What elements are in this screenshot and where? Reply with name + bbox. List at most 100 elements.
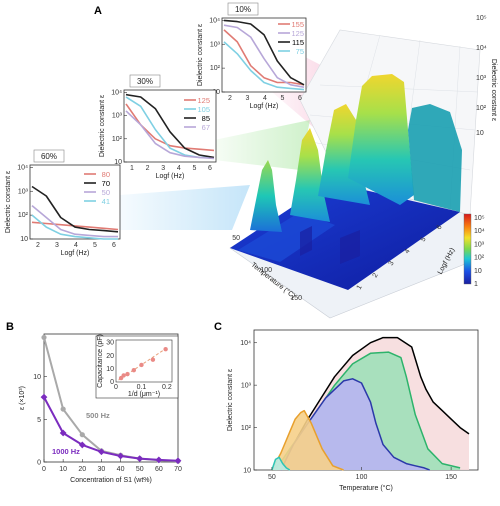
inset-y-label: Dielectric constant ε: [5, 171, 12, 233]
panel-b-point: [174, 457, 182, 465]
panel-c-series-line: [280, 378, 430, 471]
inset-legend-label: 85: [202, 114, 210, 123]
inset-legend-label: 105: [197, 105, 210, 114]
inset-legend-label: 75: [296, 47, 304, 56]
inset-legend-label: 125: [197, 96, 210, 105]
panel-b-y-tick: 5: [37, 417, 41, 424]
inset-x-tick: 4: [177, 165, 181, 172]
inset-x-tick: 3: [55, 242, 59, 249]
inset-legend-label: 155: [291, 20, 304, 29]
panel-b-inset-point: [163, 346, 168, 352]
surface-y-tick: 4: [404, 248, 412, 255]
panel-b-point: [41, 334, 47, 341]
colorbar-ticks: 10⁵ 10⁴ 10³ 10² 10 1: [474, 215, 485, 288]
colorbar-tick: 1: [474, 281, 478, 288]
inset-x-label: Logf (Hz): [61, 250, 90, 257]
inset-pct-label: 60%: [41, 152, 57, 161]
panel-b-point: [155, 456, 163, 464]
inset-x-tick: 2: [146, 165, 150, 172]
surface-z-label: Dielectric constant ε: [490, 59, 497, 121]
inset-legend-label: 41: [102, 197, 110, 206]
surface-y-tick: 2: [372, 272, 380, 279]
inset-x-tick: 3: [246, 95, 250, 102]
panel-b-inset-x-label: 1/d (μm⁻¹): [128, 391, 160, 398]
panel-b-series-label: 1000 Hz: [52, 447, 80, 456]
panel-b-inset-y-tick: 20: [106, 353, 114, 360]
inset-y-tick: 10: [114, 159, 122, 166]
panel-c-y-label: Dielectric constant ε: [227, 369, 234, 431]
panel-b-inset-y-tick: 10: [106, 366, 114, 373]
panel-b-inset-x-tick: 0: [114, 384, 118, 391]
panel-b-inset-y-tick: 30: [106, 340, 114, 347]
surface-y-tick: 1: [356, 284, 364, 291]
panel-a-label: A: [94, 5, 102, 17]
inset-x-label: Logf (Hz): [250, 103, 279, 110]
panel-b-inset-x-tick: 0.1: [137, 384, 147, 391]
inset-x-tick: 4: [263, 95, 267, 102]
panel-c-x-tick: 100: [356, 474, 368, 481]
panel-b-point: [117, 452, 124, 460]
inset-pct-label: 10%: [235, 5, 251, 14]
panel-b-series-label: 500 Hz: [86, 411, 110, 420]
inset-frame: [221, 17, 307, 93]
panel-b-x-tick: 30: [98, 466, 106, 473]
panel-b-inset-point: [150, 357, 156, 362]
beam-60: [120, 185, 250, 230]
surface-z-tick: 10: [476, 130, 484, 137]
inset-legend-label: 50: [102, 188, 110, 197]
panel-b-x-tick: 20: [78, 466, 86, 473]
colorbar-tick: 10⁴: [474, 228, 485, 235]
inset-series-line: [31, 185, 119, 233]
panel-b-x-tick: 50: [136, 466, 144, 473]
panel-c-x-tick: 150: [445, 474, 457, 481]
colorbar-tick: 10²: [474, 255, 485, 262]
panel-b-point: [78, 441, 86, 449]
inset-x-tick: 3: [161, 165, 165, 172]
inset-y-tick: 10²: [18, 212, 29, 219]
inset-legend-label: 115: [292, 38, 304, 47]
panel-c-series-line: [271, 336, 470, 471]
inset-series-line: [125, 93, 215, 159]
surface-y-tick: 3: [388, 260, 396, 267]
inset-y-tick: 10⁴: [17, 164, 28, 171]
inset-y-label: Dielectric constant ε: [99, 95, 106, 157]
inset-x-tick: 1: [130, 165, 134, 172]
panel-b-inset-x-tick: 0.2: [162, 384, 172, 391]
panel-c-y-tick: 10: [243, 468, 251, 475]
inset-series-line: [223, 41, 305, 91]
inset-30pct: 30% 10 10² 10³ 10⁴ 1 2 3 4 5 6 Logf (Hz) Dielectric …: [99, 74, 217, 180]
inset-legend-label: 125: [291, 29, 304, 38]
panel-b-inset-point: [125, 371, 130, 377]
surface-x-tick: 50: [232, 235, 240, 242]
panel-c-y-tick: 10⁴: [240, 340, 251, 347]
panel-b-point: [60, 406, 66, 412]
surface-3d: [229, 29, 481, 319]
panel-b-y-tick: 10: [33, 374, 41, 381]
colorbar-tick: 10⁵: [474, 215, 485, 222]
panel-b-x-tick: 60: [155, 466, 163, 473]
inset-x-tick: 5: [281, 95, 285, 102]
inset-y-tick: 10⁴: [209, 17, 220, 24]
panel-b-point: [136, 455, 144, 462]
surface-z-tick: 10⁵: [476, 15, 487, 22]
panel-b-inset-y-label: Capacitance (pF): [97, 334, 104, 388]
panel-b-x-label: Concentration of S1 (wt%): [70, 477, 152, 484]
panel-b-y-tick: 0: [37, 460, 41, 467]
inset-pct-box: [227, 2, 259, 16]
inset-y-tick: 10²: [112, 136, 123, 143]
panel-c-y-tick: 10³: [241, 383, 252, 390]
inset-x-tick: 2: [228, 95, 232, 102]
panel-c-series-line: [271, 456, 291, 471]
panel-b-x-tick: 0: [42, 466, 46, 473]
inset-series-line: [125, 110, 215, 160]
inset-y-label: Dielectric constant ε: [197, 24, 204, 86]
inset-series-line: [31, 214, 118, 240]
surface-y-tick: 5: [420, 236, 428, 243]
panel-b-x-tick: 40: [117, 466, 125, 473]
inset-pct-box: [33, 149, 65, 163]
panel-b-label: B: [6, 321, 14, 333]
surface-z-tick: 10⁴: [476, 45, 487, 52]
